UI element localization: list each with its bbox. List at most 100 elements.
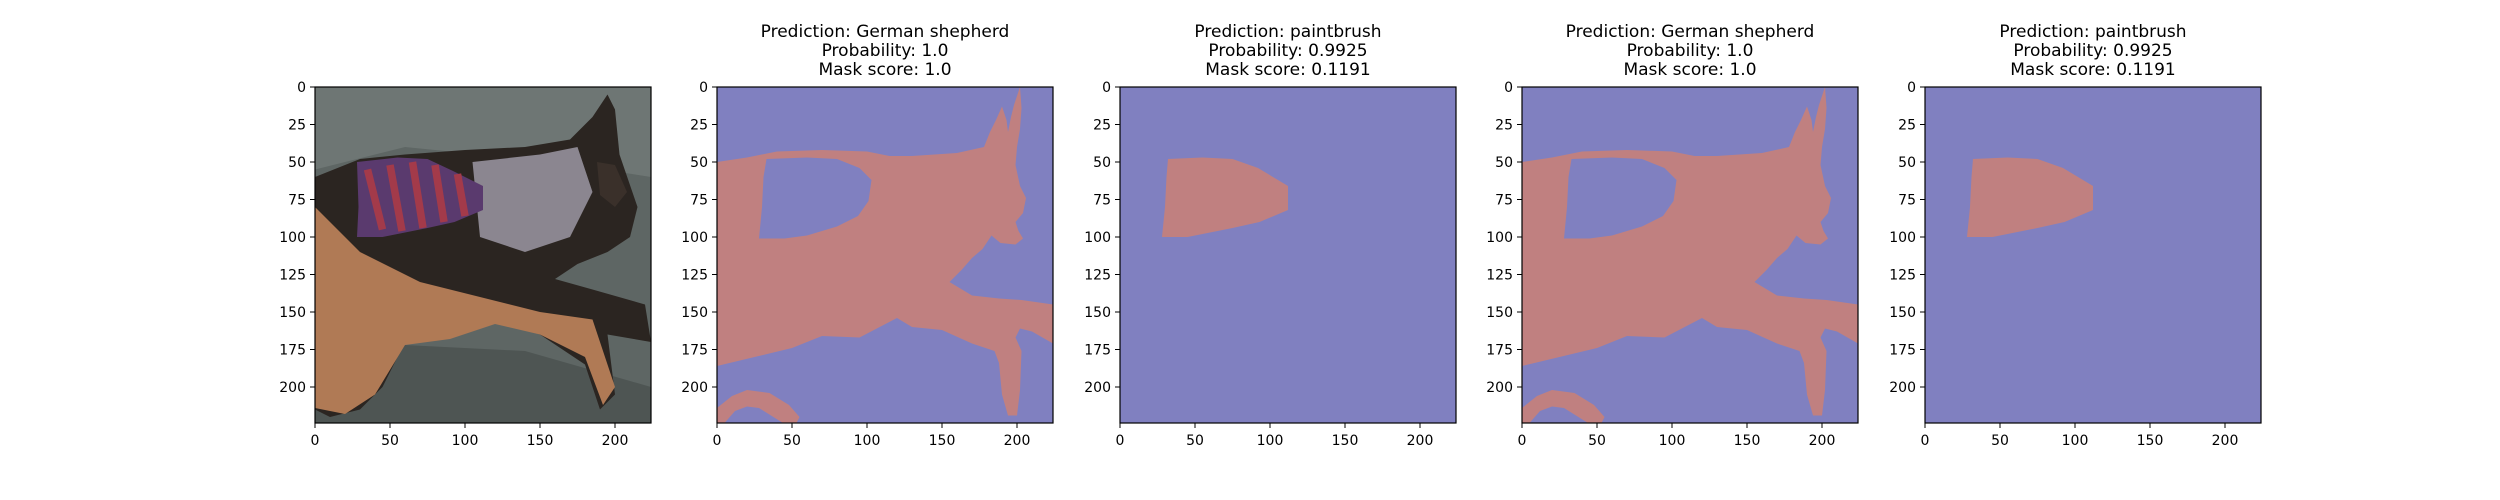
y-tick-label: 175 <box>681 343 708 359</box>
y-tick-label: 125 <box>681 268 708 284</box>
y-tick-label: 200 <box>1084 380 1111 396</box>
panel-title-line: Mask score: 0.1191 <box>2010 60 2175 80</box>
x-tick-label: 50 <box>1588 433 1606 449</box>
x-tick-label: 0 <box>1116 433 1125 449</box>
x-tick-label: 200 <box>1407 433 1434 449</box>
panel-4: 0 50 100 150 200 0 25 50 75 100 125 150 175 200 Predic… <box>1486 22 1859 449</box>
sweater-mask <box>1120 87 1456 423</box>
y-tick-label: 50 <box>1898 155 1916 171</box>
sweater-mask <box>1925 87 2261 423</box>
panel-title-line: Probability: 0.9925 <box>2013 41 2172 61</box>
y-tick-label: 175 <box>1889 343 1916 359</box>
mask-background <box>1120 87 1456 423</box>
y-tick-label: 150 <box>1084 305 1111 321</box>
x-tick-label: 100 <box>452 433 479 449</box>
y-tick-label: 25 <box>690 118 708 134</box>
y-tick-label: 25 <box>1093 118 1111 134</box>
y-tick-label: 75 <box>288 193 306 209</box>
y-tick-label: 100 <box>1084 230 1111 246</box>
x-tick-label: 0 <box>1921 433 1930 449</box>
y-tick-label: 25 <box>288 118 306 134</box>
panel-title-line: Prediction: German shepherd <box>1566 22 1815 42</box>
dog-photo <box>315 87 651 423</box>
y-tick-label: 0 <box>699 80 708 96</box>
panel-1: 0 50 100 150 200 0 25 50 75 100 125 150 175 200 <box>279 80 652 449</box>
y-tick-label: 50 <box>690 155 708 171</box>
axes-frame <box>716 86 1054 424</box>
x-tick-label: 150 <box>1734 433 1761 449</box>
panel-title-line: Prediction: German shepherd <box>761 22 1010 42</box>
y-tick-label: 75 <box>1495 193 1513 209</box>
panel-5: 0 50 100 150 200 0 25 50 75 100 125 150 175 200 Predic… <box>1889 22 2262 449</box>
y-tick-label: 50 <box>1093 155 1111 171</box>
mask-background <box>1925 87 2261 423</box>
y-tick-label: 100 <box>279 230 306 246</box>
y-tick-label: 175 <box>279 343 306 359</box>
y-tick-label: 200 <box>1889 380 1916 396</box>
panel-3: 0 50 100 150 200 0 25 50 75 100 125 150 175 200 Predic… <box>1084 22 1457 449</box>
x-tick-label: 100 <box>854 433 881 449</box>
x-tick-label: 100 <box>2062 433 2089 449</box>
x-tick-label: 200 <box>602 433 629 449</box>
y-tick-label: 0 <box>1504 80 1513 96</box>
panel-title-line: Prediction: paintbrush <box>1999 22 2186 42</box>
x-tick-label: 50 <box>1991 433 2009 449</box>
x-tick-label: 150 <box>2137 433 2164 449</box>
panel-title-line: Probability: 1.0 <box>822 41 949 61</box>
panel-2: 0 50 100 150 200 0 25 50 75 100 125 150 175 200 Predic… <box>681 22 1054 449</box>
y-tick-label: 0 <box>297 80 306 96</box>
dog-mask <box>717 87 1053 423</box>
panel-title-line: Probability: 1.0 <box>1627 41 1754 61</box>
y-tick-label: 125 <box>279 268 306 284</box>
axes-frame <box>1119 86 1457 424</box>
y-tick-label: 125 <box>1486 268 1513 284</box>
y-tick-label: 125 <box>1889 268 1916 284</box>
y-tick-label: 200 <box>1486 380 1513 396</box>
y-tick-label: 100 <box>1486 230 1513 246</box>
y-tick-label: 100 <box>681 230 708 246</box>
x-tick-label: 150 <box>1332 433 1359 449</box>
y-tick-label: 200 <box>279 380 306 396</box>
y-tick-label: 175 <box>1486 343 1513 359</box>
x-tick-label: 0 <box>713 433 722 449</box>
y-tick-label: 50 <box>1495 155 1513 171</box>
x-tick-label: 200 <box>1004 433 1031 449</box>
x-tick-label: 50 <box>783 433 801 449</box>
panel-title-line: Mask score: 1.0 <box>1623 60 1756 80</box>
y-tick-label: 75 <box>690 193 708 209</box>
axes-frame <box>1521 86 1859 424</box>
x-tick-label: 100 <box>1659 433 1686 449</box>
y-tick-label: 75 <box>1093 193 1111 209</box>
y-tick-label: 50 <box>288 155 306 171</box>
dog-mask <box>1522 87 1858 423</box>
y-tick-label: 150 <box>681 305 708 321</box>
x-tick-label: 0 <box>1518 433 1527 449</box>
x-tick-label: 150 <box>527 433 554 449</box>
y-tick-label: 100 <box>1889 230 1916 246</box>
panel-title-line: Mask score: 0.1191 <box>1205 60 1370 80</box>
y-tick-label: 0 <box>1102 80 1111 96</box>
y-tick-label: 150 <box>279 305 306 321</box>
panel-title-line: Prediction: paintbrush <box>1194 22 1381 42</box>
x-tick-label: 200 <box>2212 433 2239 449</box>
y-tick-label: 0 <box>1907 80 1916 96</box>
y-tick-label: 25 <box>1898 118 1916 134</box>
y-tick-label: 150 <box>1889 305 1916 321</box>
y-tick-label: 25 <box>1495 118 1513 134</box>
panel-title-line: Mask score: 1.0 <box>818 60 951 80</box>
y-tick-label: 125 <box>1084 268 1111 284</box>
panel-title-line: Probability: 0.9925 <box>1208 41 1367 61</box>
x-tick-label: 100 <box>1257 433 1284 449</box>
x-tick-label: 50 <box>1186 433 1204 449</box>
y-tick-label: 175 <box>1084 343 1111 359</box>
axes-frame <box>1924 86 2262 424</box>
x-tick-label: 150 <box>929 433 956 449</box>
y-tick-label: 150 <box>1486 305 1513 321</box>
y-tick-label: 75 <box>1898 193 1916 209</box>
x-tick-label: 50 <box>381 433 399 449</box>
y-tick-label: 200 <box>681 380 708 396</box>
axes-frame <box>314 86 652 424</box>
x-tick-label: 200 <box>1809 433 1836 449</box>
x-tick-label: 0 <box>311 433 320 449</box>
